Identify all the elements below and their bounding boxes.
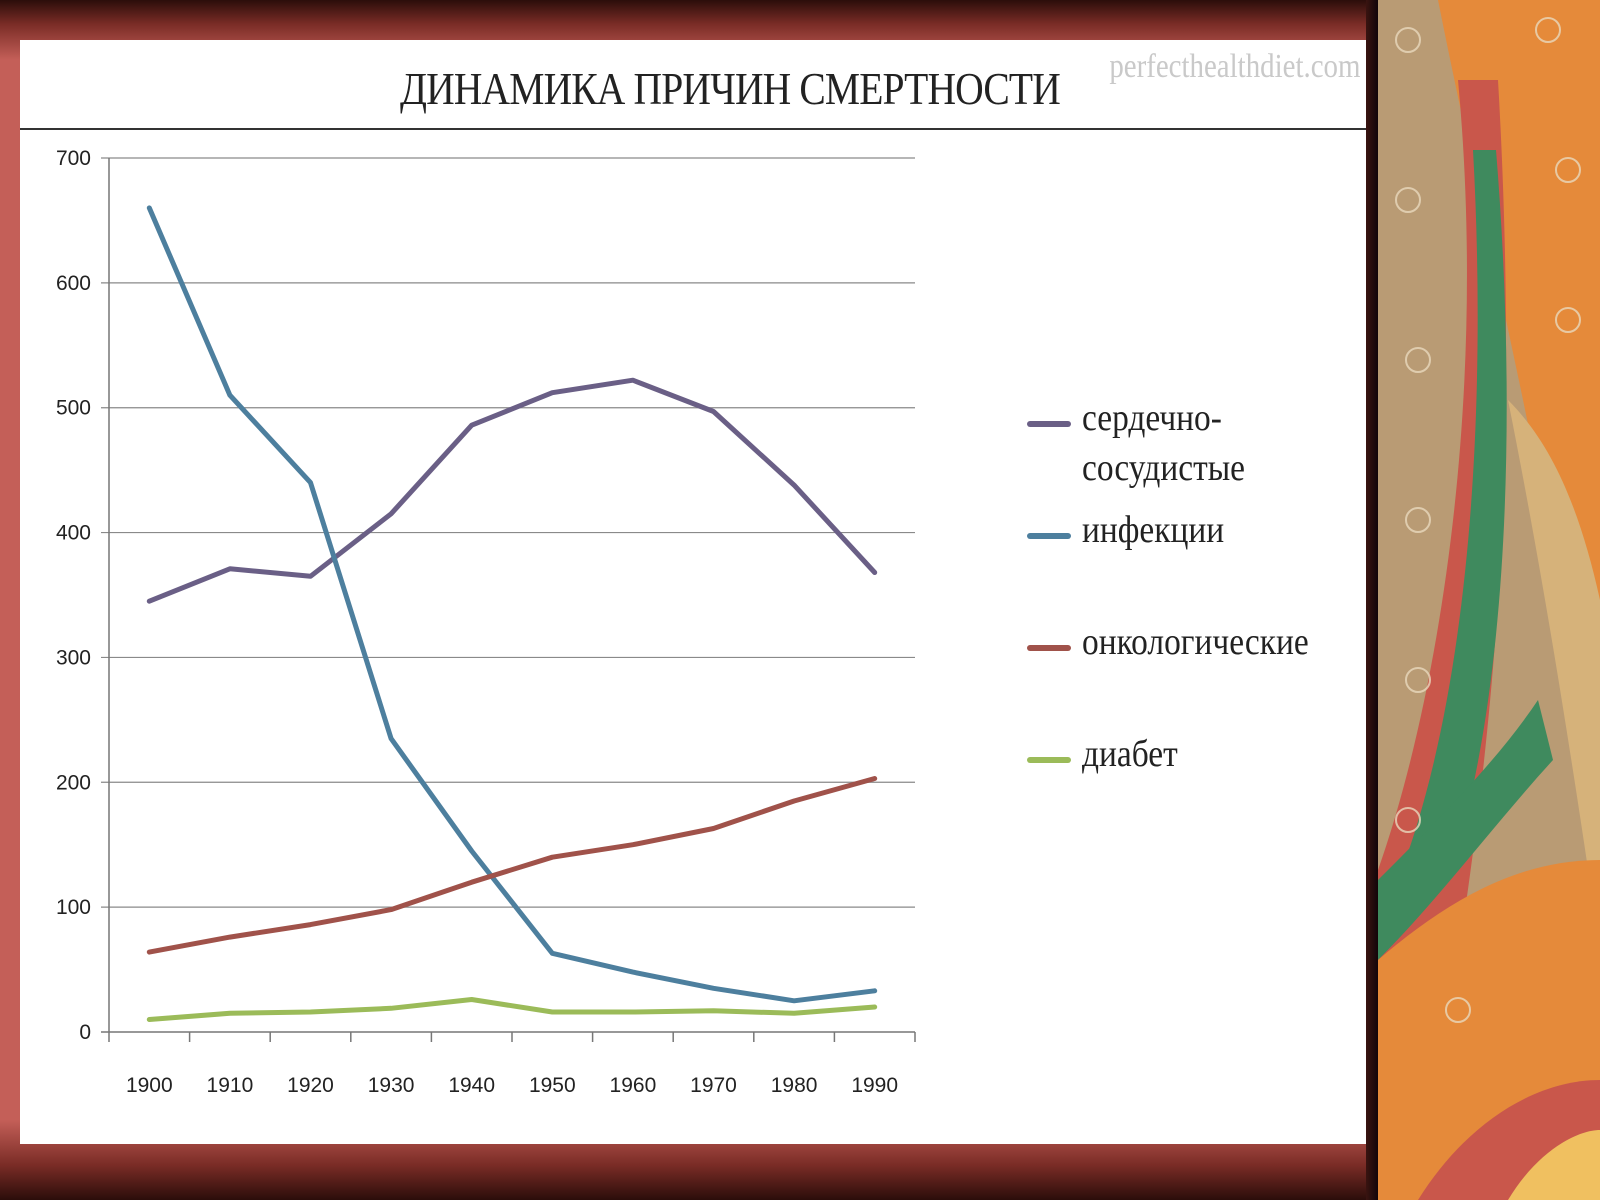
legend-item-2: инфекции	[1027, 508, 1224, 550]
y-tick-label-200: 200	[56, 771, 91, 794]
y-tick-label-100: 100	[56, 896, 91, 919]
y-tick-label-0: 0	[79, 1021, 91, 1044]
legend-label-2: инфекции	[1082, 508, 1224, 550]
x-tick-label-1910: 1910	[207, 1074, 254, 1097]
legend-item-4: диабет	[1027, 732, 1178, 774]
y-tick-label-700: 700	[56, 147, 91, 170]
series-line-2	[146, 205, 878, 1004]
legend-label-3: онкологические	[1082, 620, 1309, 662]
x-tick-label-1900: 1900	[126, 1074, 173, 1097]
series-line-4	[146, 997, 878, 1022]
grid-layer	[101, 157, 915, 1033]
x-tick-label-1950: 1950	[529, 1074, 576, 1097]
slide: ДИНАМИКА ПРИЧИН СМЕРТНОСТИ perfecthealth…	[20, 40, 1366, 1144]
title-bar: ДИНАМИКА ПРИЧИН СМЕРТНОСТИ perfecthealth…	[20, 40, 1366, 130]
watermark: perfecthealthdiet.com	[1108, 48, 1360, 85]
y-tick-label-300: 300	[56, 646, 91, 669]
legend-label-1: сосудистые	[1082, 446, 1245, 488]
series-line-3	[146, 776, 878, 955]
y-tick-label-500: 500	[56, 397, 91, 420]
x-tick-label-1940: 1940	[448, 1074, 495, 1097]
axis-layer: 0 100 200 300 400 500 600 700 1900 1910 1920 1930 19…	[56, 147, 916, 1097]
x-tick-label-1930: 1930	[368, 1074, 415, 1097]
chart-title: ДИНАМИКА ПРИЧИН СМЕРТНОСТИ	[400, 63, 1061, 114]
series-layer	[146, 205, 878, 1022]
y-tick-label-400: 400	[56, 522, 91, 545]
decorative-side-panel	[1378, 0, 1600, 1200]
x-tick-label-1990: 1990	[851, 1074, 898, 1097]
legend-label-1: сердечно-	[1082, 396, 1222, 438]
legend: сердечно-сосудистые инфекции онкологически…	[1027, 396, 1309, 774]
x-tick-label-1920: 1920	[287, 1074, 334, 1097]
legend-item-1: сердечно-сосудистые	[1027, 396, 1245, 488]
x-tick-label-1970: 1970	[690, 1074, 737, 1097]
x-tick-label-1960: 1960	[610, 1074, 657, 1097]
legend-label-4: диабет	[1082, 732, 1178, 774]
line-chart: 0 100 200 300 400 500 600 700 1900 1910 1920 1930 19…	[56, 147, 1309, 1097]
y-tick-label-600: 600	[56, 272, 91, 295]
x-tick-label-1980: 1980	[771, 1074, 818, 1097]
series-line-1	[146, 377, 878, 604]
legend-item-3: онкологические	[1027, 620, 1309, 662]
